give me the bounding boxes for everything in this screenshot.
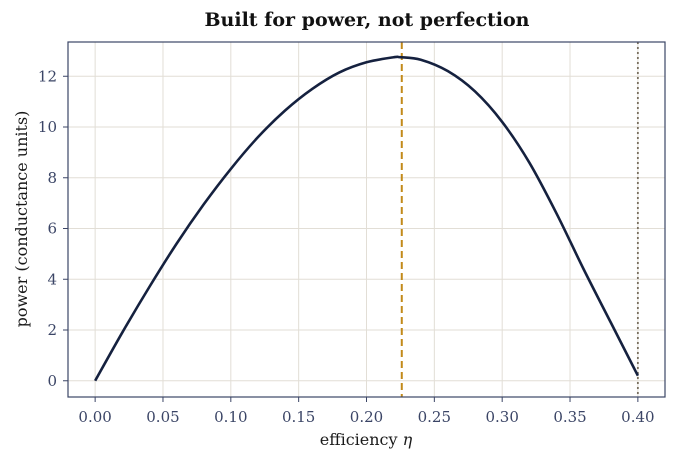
x-tick-label: 0.10 [214,408,247,426]
x-tick-label: 0.20 [350,408,383,426]
x-tick-label: 0.40 [621,408,654,426]
x-axis-label-text: efficiency [320,430,398,449]
power-curve [94,55,640,382]
x-tick-label: 0.35 [553,408,586,426]
y-tick-label: 0 [47,372,57,390]
y-axis-label: power (conductance units) [12,111,31,328]
chart-title: Built for power, not perfection [204,9,529,31]
grid [68,42,665,397]
y-tick-label: 12 [38,67,57,85]
x-tick-label: 0.25 [418,408,451,426]
y-axis: 0 2 4 6 8 10 12 [38,67,68,390]
x-axis-label: efficiency η [320,430,413,449]
y-tick-label: 8 [47,169,57,187]
series-group [94,55,640,382]
reference-lines [400,42,639,397]
y-tick-label: 10 [38,118,57,136]
x-axis-label-symbol: η [403,430,413,449]
y-tick-label: 2 [47,321,57,339]
x-tick-label: 0.15 [282,408,315,426]
y-tick-label: 4 [47,270,57,288]
x-axis: 0.00 0.05 0.10 0.15 0.20 0.25 0.30 0.35 0.40 [78,397,655,426]
x-tick-label: 0.00 [78,408,111,426]
x-tick-label: 0.30 [485,408,518,426]
y-tick-label: 6 [47,220,57,238]
x-tick-label: 0.05 [146,408,179,426]
